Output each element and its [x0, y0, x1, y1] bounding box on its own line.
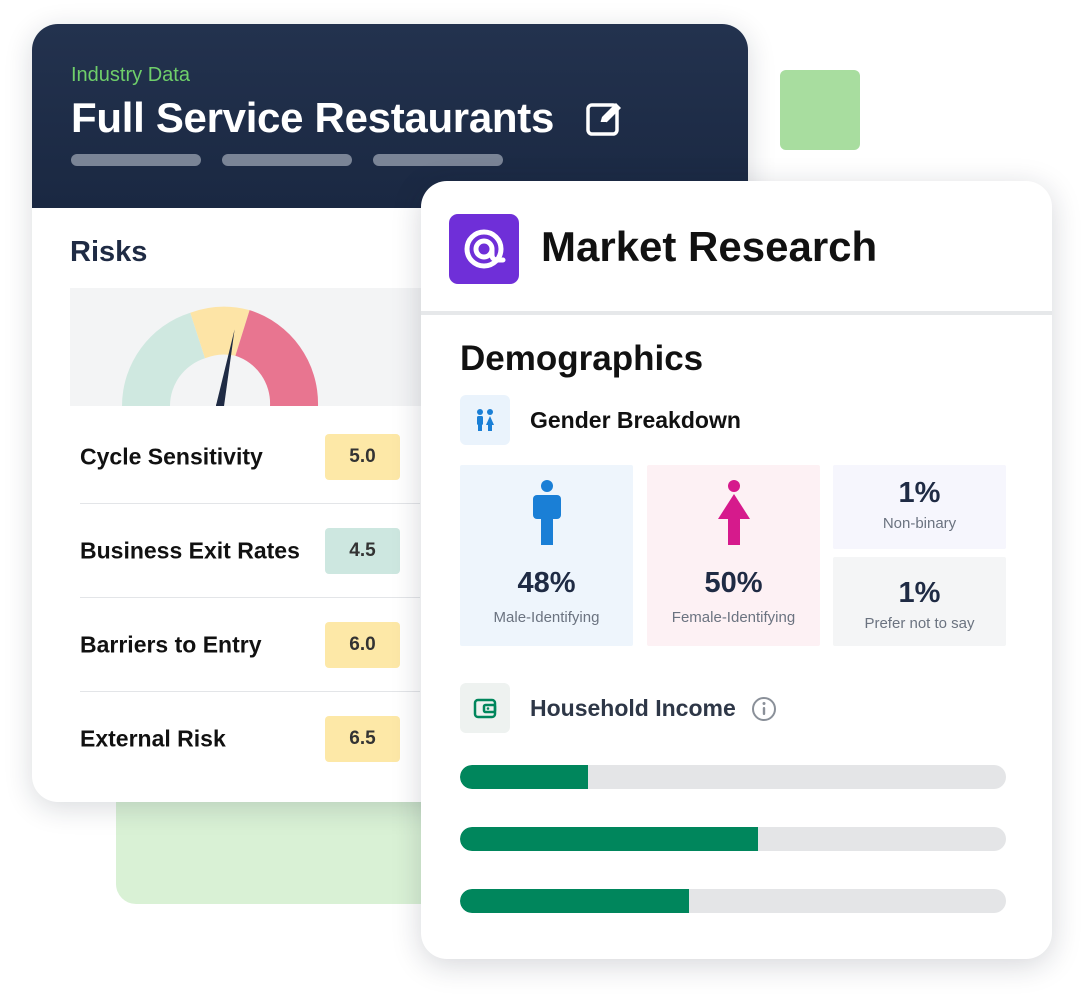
female-caption: Female-Identifying: [671, 609, 796, 626]
people-icon: [460, 395, 510, 445]
industry-subtitle: Industry Data: [71, 64, 190, 86]
male-percentage: 48%: [517, 567, 576, 599]
income-bar-fill: [460, 827, 758, 851]
income-bar-fill: [460, 889, 690, 913]
decorative-green-square: [780, 70, 860, 150]
placeholder-pill: [71, 154, 201, 166]
market-research-title: Market Research: [541, 223, 878, 270]
risk-row: External Risk 6.5: [80, 692, 420, 786]
non-binary-caption: Non-binary: [882, 515, 957, 532]
risk-label: Barriers to Entry: [80, 631, 262, 657]
risks-heading: Risks: [70, 236, 148, 268]
info-icon[interactable]: [751, 696, 777, 722]
risk-row: Business Exit Rates 4.5: [80, 504, 420, 598]
risk-score-badge: 5.0: [325, 433, 400, 480]
female-tile: 50% Female-Identifying: [647, 465, 820, 646]
income-bar: [460, 889, 1006, 913]
male-tile: 48% Male-Identifying: [460, 465, 633, 646]
risk-score-badge: 6.5: [325, 716, 400, 762]
placeholder-pill: [373, 154, 503, 166]
non-binary-tile: 1% Non-binary: [833, 465, 1006, 549]
female-percentage: 50%: [704, 567, 763, 599]
gauge-low-segment: [122, 312, 205, 406]
income-bar-fill: [460, 765, 589, 789]
risk-label: Business Exit Rates: [80, 537, 300, 563]
female-figure-icon: [717, 480, 750, 545]
risk-gauge: [70, 288, 430, 406]
placeholder-pill: [222, 154, 352, 166]
risk-score-badge: 4.5: [325, 527, 400, 574]
risk-score-badge: 6.0: [325, 621, 400, 668]
prefer-not-percentage: 1%: [898, 577, 941, 609]
demographics-heading: Demographics: [460, 339, 704, 378]
edit-icon[interactable]: [583, 96, 627, 140]
gauge-high-segment: [235, 310, 319, 406]
gender-breakdown-label: Gender Breakdown: [530, 407, 741, 433]
gauge-medium-segment: [190, 306, 250, 359]
household-income-label: Household Income: [530, 695, 736, 721]
prefer-not-tile: 1% Prefer not to say: [833, 557, 1006, 646]
income-bar: [460, 765, 1006, 789]
market-research-header: Market Research: [421, 181, 1052, 315]
prefer-not-caption: Prefer not to say: [864, 615, 975, 632]
male-caption: Male-Identifying: [493, 609, 600, 626]
market-research-card: Market Research Demographics Gender Brea…: [421, 181, 1052, 959]
at-sign-icon: [449, 214, 519, 284]
industry-header: Industry Data Full Service Restaurants: [32, 24, 748, 208]
wallet-icon: [460, 683, 510, 733]
industry-title: Full Service Restaurants: [71, 94, 554, 141]
risk-label: External Risk: [80, 725, 226, 752]
risk-row: Cycle Sensitivity 5.0: [80, 410, 420, 504]
male-figure-icon: [532, 480, 561, 545]
gauge-needle: [216, 329, 235, 406]
income-bar: [460, 827, 1006, 851]
risk-row: Barriers to Entry 6.0: [80, 598, 420, 692]
risk-label: Cycle Sensitivity: [80, 443, 263, 469]
non-binary-percentage: 1%: [898, 477, 941, 509]
